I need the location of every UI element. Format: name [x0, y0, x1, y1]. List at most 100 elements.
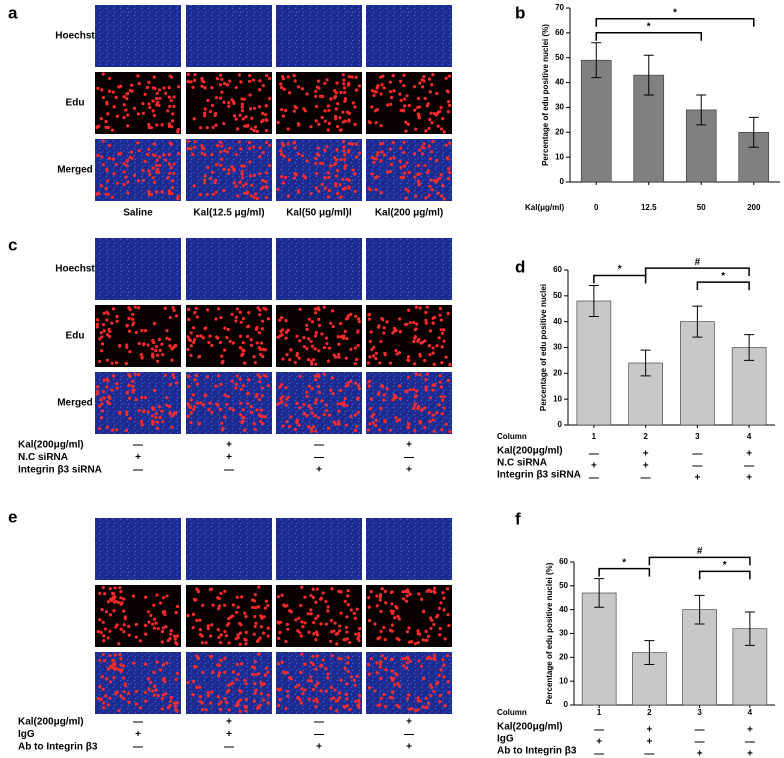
cell-dot: [388, 156, 393, 161]
cell-dot: [280, 328, 285, 332]
cell-dot: [310, 362, 314, 366]
cell-dot: [255, 341, 259, 345]
cell-dot: [433, 315, 437, 320]
cell-dot: [264, 185, 268, 189]
cell-dot: [321, 591, 325, 595]
cell-dot: [427, 144, 432, 148]
cell-dot: [383, 589, 388, 593]
cell-dot: [99, 630, 103, 635]
cell-dot: [114, 361, 119, 365]
cell-dot: [428, 117, 432, 122]
cell-dot: [280, 593, 284, 597]
cell-dot: [415, 322, 419, 326]
cell-dot: [193, 405, 197, 409]
cell-dot: [194, 373, 198, 377]
cell-dot: [252, 106, 257, 110]
cell-dot: [418, 81, 422, 85]
cell-dot: [385, 320, 389, 324]
cell-dot: [258, 375, 262, 379]
cell-dot: [139, 419, 144, 424]
cell-dot: [276, 187, 280, 192]
cell-dot: [246, 324, 251, 328]
cell-dot: [266, 317, 271, 321]
cell-dot: [293, 105, 297, 109]
cell-dot: [196, 589, 201, 594]
cell-dot: [256, 306, 260, 310]
cell-dot: [278, 630, 282, 635]
cell-dot: [198, 699, 203, 704]
cell-dot: [228, 79, 232, 83]
cell-dot: [343, 166, 347, 170]
cell-dot: [259, 692, 264, 696]
condition-mark: +: [406, 717, 412, 728]
cell-dot: [189, 398, 193, 402]
cell-dot: [133, 372, 137, 376]
cell-dot: [284, 397, 289, 401]
cell-dot: [175, 314, 179, 318]
cell-dot: [101, 389, 106, 394]
cell-dot: [253, 427, 257, 432]
cell-dot: [234, 319, 238, 323]
bar: [576, 300, 612, 426]
cell-dot: [254, 621, 258, 625]
cell-dot: [101, 687, 105, 691]
cell-dot: [376, 704, 380, 708]
cell-dot: [289, 610, 293, 614]
cell-dot: [219, 641, 223, 645]
cell-dot: [368, 355, 372, 359]
cell-dot: [200, 79, 204, 83]
cell-dot: [438, 380, 442, 384]
cell-dot: [333, 621, 337, 625]
cell-dot: [405, 697, 410, 701]
cell-dot: [191, 85, 195, 89]
cell-dot: [278, 401, 283, 405]
cell-dot: [197, 421, 202, 426]
cell-dot: [186, 414, 190, 419]
cell-dot: [375, 86, 379, 90]
cell-dot: [210, 170, 215, 175]
cell-dot: [210, 623, 214, 627]
cell-dot: [131, 312, 135, 317]
cell-dot: [249, 194, 253, 198]
cell-dot: [395, 703, 399, 707]
cell-dot: [333, 94, 338, 99]
cell-dot: [427, 655, 431, 659]
cell-dot: [313, 311, 318, 315]
cell-dot: [369, 330, 373, 334]
cell-dot: [405, 661, 409, 665]
cell-dot: [442, 675, 446, 679]
cell-dot: [152, 321, 157, 326]
cell-dot: [334, 158, 338, 162]
cell-dot: [371, 421, 376, 425]
cell-dot: [408, 321, 412, 325]
cell-dot: [192, 407, 196, 411]
cell-dot: [382, 86, 386, 90]
cell-dot: [356, 343, 360, 348]
cell-dot: [402, 664, 406, 668]
cell-dot: [372, 93, 376, 98]
cell-dot: [383, 351, 387, 355]
cell-dot: [154, 163, 159, 168]
significance-label: *: [622, 557, 626, 568]
cell-dot: [126, 113, 130, 117]
cell-dot: [289, 348, 293, 352]
cell-dot: [152, 684, 157, 688]
cell-dot: [246, 123, 250, 127]
cell-dot: [282, 603, 286, 607]
cell-dot: [406, 657, 410, 661]
cell-dot: [343, 157, 347, 162]
cell-dot: [334, 117, 338, 121]
cell-dot: [247, 79, 252, 84]
cell-dot: [217, 604, 222, 608]
cell-dot: [127, 633, 131, 637]
cell-dot: [368, 406, 373, 411]
cell-dot: [295, 401, 299, 405]
cell-dot: [439, 106, 443, 110]
cell-dot: [424, 638, 428, 643]
cell-dot: [427, 193, 431, 198]
cell-dot: [140, 422, 144, 426]
cell-dot: [250, 605, 255, 610]
cell-dot: [194, 306, 198, 310]
cell-dot: [427, 411, 432, 415]
cell-dot: [132, 106, 137, 110]
